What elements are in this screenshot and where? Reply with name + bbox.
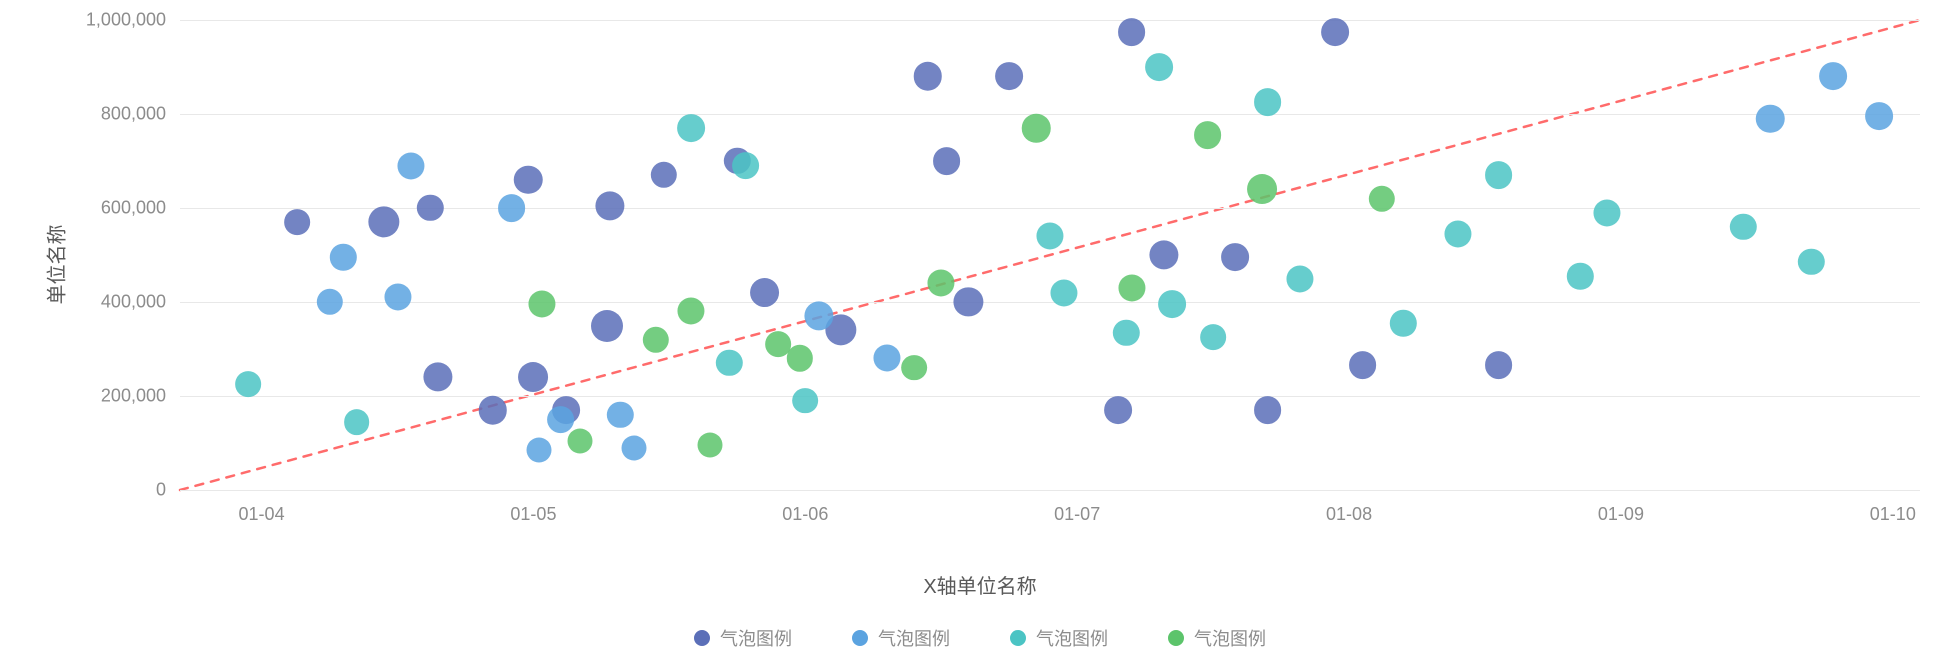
bubble xyxy=(591,310,623,342)
y-tick-label: 800,000 xyxy=(101,104,166,125)
bubble xyxy=(235,371,261,397)
bubble xyxy=(1485,352,1513,380)
bubble xyxy=(1444,220,1471,247)
bubble-scatter-chart: 单位名称 X轴单位名称 0200,000400,000600,000800,00… xyxy=(0,0,1960,670)
legend-swatch xyxy=(1168,630,1184,646)
bubble xyxy=(1221,243,1249,271)
bubble xyxy=(873,345,900,372)
gridline xyxy=(180,490,1920,491)
legend-swatch xyxy=(852,630,868,646)
bubble xyxy=(1194,121,1222,149)
bubble xyxy=(1247,174,1277,204)
bubble xyxy=(1200,324,1226,350)
legend-item[interactable]: 气泡图例 xyxy=(852,625,950,651)
bubble xyxy=(678,298,705,325)
bubble xyxy=(1145,53,1173,81)
bubble xyxy=(1254,88,1282,116)
y-tick-label: 400,000 xyxy=(101,292,166,313)
gridline xyxy=(180,20,1920,21)
gridline xyxy=(180,114,1920,115)
bubble xyxy=(928,270,955,297)
bubble xyxy=(526,438,551,463)
bubble xyxy=(1254,396,1282,424)
bubble xyxy=(344,409,370,435)
bubble xyxy=(792,388,818,414)
bubble xyxy=(1118,274,1145,301)
bubble xyxy=(1756,104,1785,133)
legend: 气泡图例 气泡图例 气泡图例 气泡图例 xyxy=(0,625,1960,651)
bubble xyxy=(478,396,507,425)
legend-swatch xyxy=(1010,630,1026,646)
x-tick-label: 01-05 xyxy=(510,504,556,525)
bubble xyxy=(1485,161,1513,189)
bubble xyxy=(622,435,647,460)
y-tick-label: 200,000 xyxy=(101,386,166,407)
bubble xyxy=(1865,102,1893,130)
bubble xyxy=(1349,352,1377,380)
bubble xyxy=(732,152,760,180)
legend-label: 气泡图例 xyxy=(1194,625,1266,651)
legend-label: 气泡图例 xyxy=(1036,625,1108,651)
x-tick-label: 01-08 xyxy=(1326,504,1372,525)
bubble xyxy=(698,433,723,458)
bubble xyxy=(1594,199,1621,226)
bubble xyxy=(384,284,411,311)
bubble xyxy=(933,147,961,175)
trend-line xyxy=(180,20,1920,490)
y-axis-title: 单位名称 xyxy=(41,225,70,305)
bubble xyxy=(1819,62,1847,90)
legend-label: 气泡图例 xyxy=(720,625,792,651)
bubble xyxy=(677,114,705,142)
bubble xyxy=(547,406,575,434)
x-tick-label: 01-06 xyxy=(782,504,828,525)
bubble xyxy=(913,62,942,91)
legend-item[interactable]: 气泡图例 xyxy=(694,625,792,651)
bubble xyxy=(1158,290,1186,318)
x-axis-title: X轴单位名称 xyxy=(0,570,1960,599)
gridline xyxy=(180,396,1920,397)
bubble xyxy=(528,291,555,318)
y-tick-label: 1,000,000 xyxy=(86,10,166,31)
bubble xyxy=(1022,114,1051,143)
bubble xyxy=(901,355,927,381)
x-tick-label: 01-04 xyxy=(239,504,285,525)
bubble xyxy=(398,152,425,179)
bubble xyxy=(514,166,543,195)
x-tick-label: 01-10 xyxy=(1870,504,1916,525)
bubble xyxy=(498,194,526,222)
legend-item[interactable]: 气泡图例 xyxy=(1010,625,1108,651)
bubble xyxy=(1287,265,1314,292)
bubble xyxy=(1118,18,1146,46)
legend-item[interactable]: 气泡图例 xyxy=(1168,625,1266,651)
gridline xyxy=(180,302,1920,303)
x-tick-label: 01-09 xyxy=(1598,504,1644,525)
bubble xyxy=(284,209,310,235)
plot-area: 0200,000400,000600,000800,0001,000,00001… xyxy=(180,20,1920,490)
legend-swatch xyxy=(694,630,710,646)
bubble xyxy=(1104,396,1132,424)
bubble xyxy=(750,278,780,308)
bubble xyxy=(518,362,548,392)
bubble xyxy=(1036,223,1063,250)
bubble xyxy=(567,428,592,453)
bubble xyxy=(1322,18,1350,46)
bubble xyxy=(995,62,1023,90)
bubble xyxy=(1050,279,1077,306)
y-tick-label: 0 xyxy=(156,480,166,501)
legend-label: 气泡图例 xyxy=(878,625,950,651)
x-tick-label: 01-07 xyxy=(1054,504,1100,525)
y-tick-label: 600,000 xyxy=(101,198,166,219)
